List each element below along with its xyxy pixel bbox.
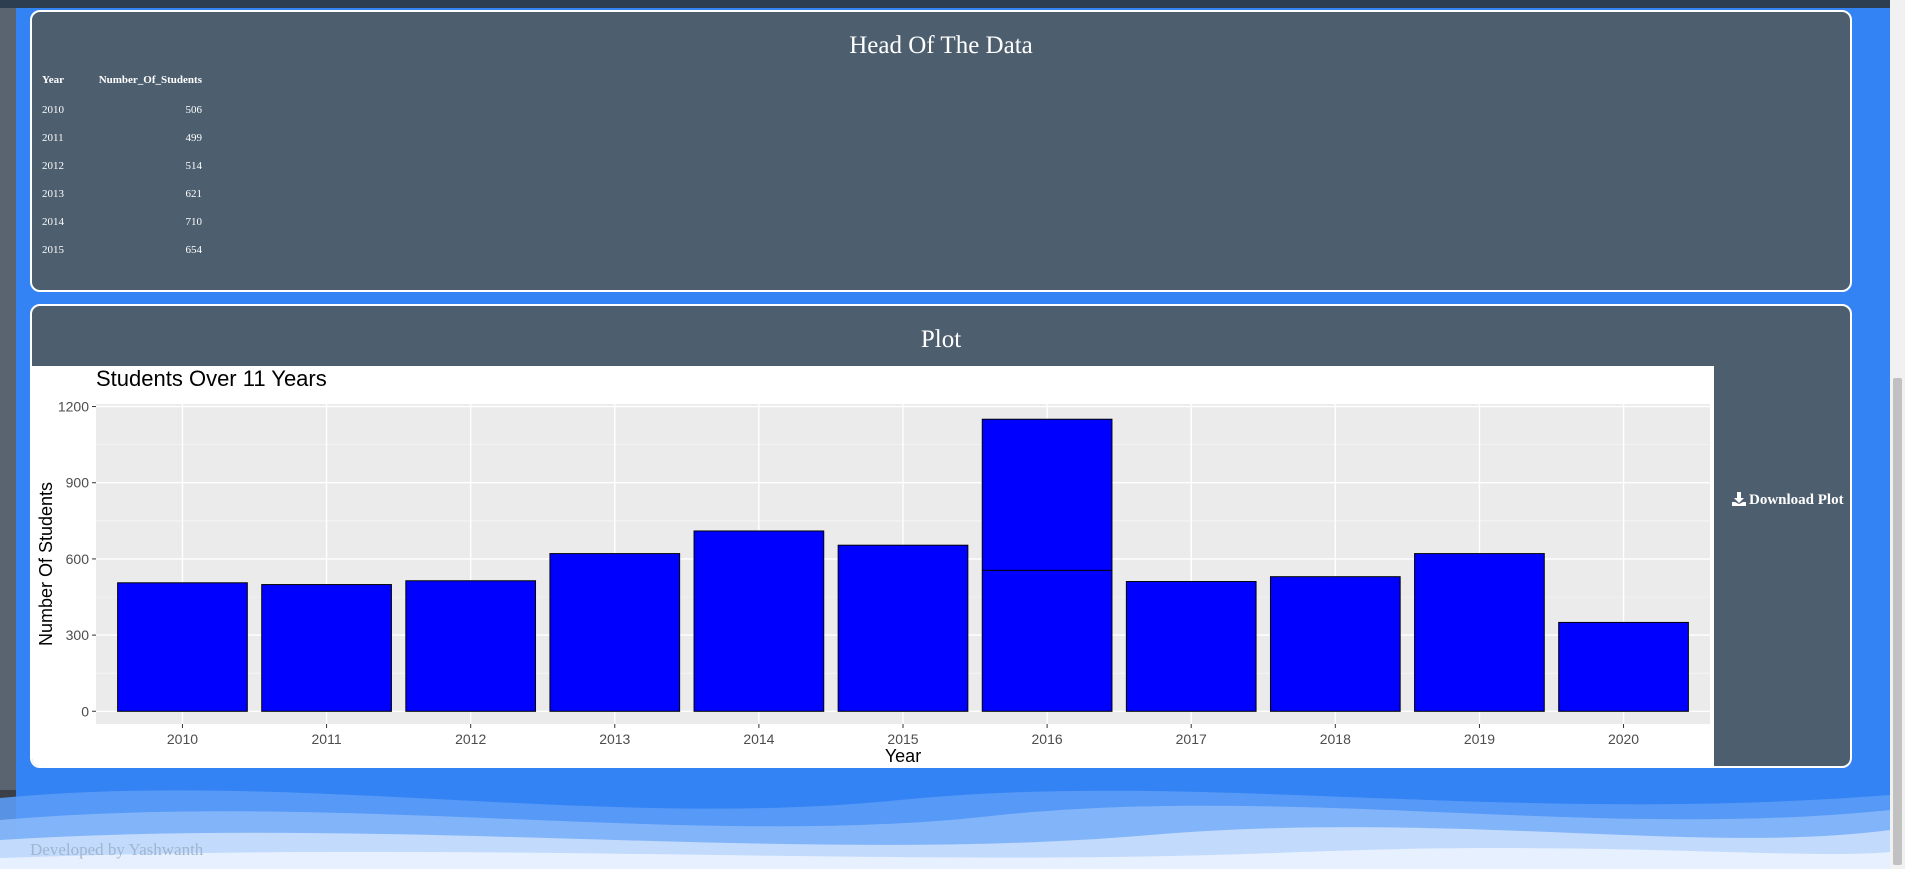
table-cell-students: 514: [185, 160, 203, 172]
table-cell-year: 2015: [42, 244, 64, 256]
table-row: 2015 654: [42, 236, 202, 264]
bar-2019: [1414, 553, 1545, 712]
download-icon: [1732, 492, 1746, 506]
column-header-year: Year: [42, 74, 64, 86]
y-tick-label: 300: [66, 627, 90, 643]
x-tick-label: 2015: [887, 731, 918, 747]
table-row: 2013 621: [42, 180, 202, 208]
x-tick-label: 2016: [1032, 731, 1063, 747]
bar-2017: [1125, 581, 1257, 712]
table-cell-students: 499: [185, 132, 203, 144]
plot-panel: Plot 0 300 600 900 1200 2010 2011 2012 2013 2014 2…: [30, 304, 1852, 768]
chart-title: Students Over 11 Years: [96, 366, 327, 391]
x-tick-label: 2013: [599, 731, 630, 747]
wave-decoration: [0, 790, 1890, 869]
table-cell-students: 506: [185, 104, 203, 116]
x-tick-label: 2014: [743, 731, 774, 747]
left-rail: [0, 0, 16, 869]
y-tick-label: 0: [81, 703, 89, 719]
page-scrollbar[interactable]: [1890, 0, 1905, 869]
head-data-table: Year Number_Of_Students 2010 506 2011 499 20…: [42, 74, 202, 264]
download-plot-label: Download Plot: [1749, 492, 1844, 508]
chart-container: 0 300 600 900 1200 2010 2011 2012 2013 2014 2015 20…: [32, 366, 1714, 766]
table-cell-students: 621: [185, 188, 203, 200]
top-strip: [0, 0, 1890, 8]
y-axis-label: Number Of Students: [36, 482, 56, 646]
head-data-panel: Head Of The Data Year Number_Of_Students…: [30, 10, 1852, 292]
bar-2018: [1269, 576, 1401, 712]
y-tick-label: 1200: [58, 399, 89, 415]
table-row: 2010 506: [42, 96, 202, 124]
table-cell-year: 2013: [42, 188, 64, 200]
bar-2011: [261, 584, 392, 712]
table-cell-students: 710: [185, 216, 203, 228]
table-cell-year: 2014: [42, 216, 64, 228]
column-header-students: Number_Of_Students: [98, 74, 202, 86]
x-tick-label: 2020: [1608, 731, 1639, 747]
table-cell-students: 654: [185, 244, 203, 256]
x-tick-label: 2012: [455, 731, 486, 747]
x-tick-label: 2019: [1464, 731, 1495, 747]
x-tick-label: 2018: [1320, 731, 1351, 747]
bar-2012: [405, 580, 537, 712]
bar-chart: 0 300 600 900 1200 2010 2011 2012 2013 2014 2015 20…: [36, 366, 1710, 766]
table-cell-year: 2010: [42, 104, 64, 116]
scrollbar-thumb[interactable]: [1893, 378, 1902, 865]
table-row: 2014 710: [42, 208, 202, 236]
bar-2010: [117, 582, 248, 712]
y-tick-label: 600: [66, 551, 90, 567]
table-row: 2011 499: [42, 124, 202, 152]
bar-2014: [693, 530, 825, 712]
download-plot-button[interactable]: Download Plot: [1732, 492, 1844, 509]
y-tick-label: 900: [66, 475, 90, 491]
table-cell-year: 2012: [42, 160, 64, 172]
x-axis-label: Year: [885, 746, 921, 766]
plot-panel-title: Plot: [920, 326, 962, 353]
bar-2016: [981, 418, 1113, 712]
footer-credit: Developed by Yashwanth: [30, 840, 204, 859]
table-cell-year: 2011: [42, 132, 64, 144]
bar-2015: [837, 544, 969, 712]
x-tick-label: 2011: [312, 731, 342, 747]
x-tick-label: 2010: [167, 731, 198, 747]
x-tick-label: 2017: [1176, 731, 1207, 747]
head-panel-title: Head Of The Data: [849, 32, 1033, 59]
bar-2013: [549, 553, 681, 712]
table-header-row: Year Number_Of_Students: [42, 74, 202, 96]
table-row: 2012 514: [42, 152, 202, 180]
bar-2020: [1558, 621, 1689, 712]
